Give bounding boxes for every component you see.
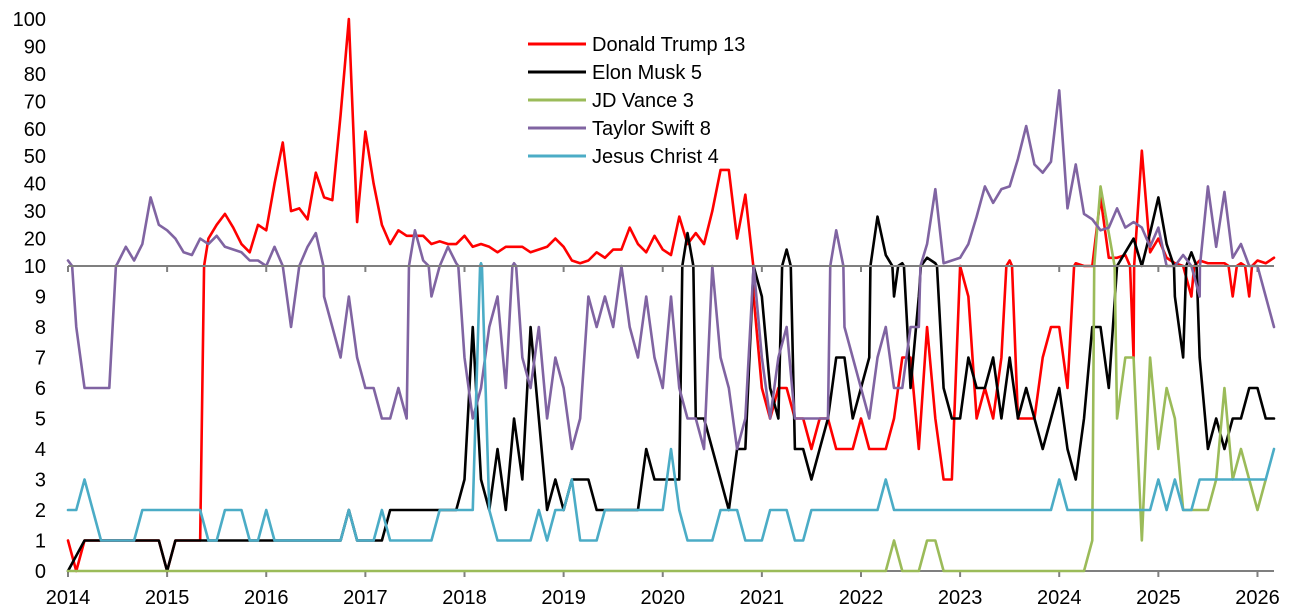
- x-tick-label-2019: 2019: [541, 587, 586, 609]
- y-tick-label-40: 40: [24, 174, 46, 196]
- y-tick-label-8: 8: [35, 317, 46, 339]
- x-tick-label-2017: 2017: [343, 587, 388, 609]
- x-tick-label-2025: 2025: [1136, 587, 1181, 609]
- series-line-lower-jesus-christ-4: [66, 266, 1276, 542]
- x-tick-label-2021: 2021: [740, 587, 785, 609]
- x-tick-label-2024: 2024: [1037, 587, 1082, 609]
- series-line-upper-taylor-swift-8: [66, 89, 1262, 266]
- y-tick-label-80: 80: [24, 64, 46, 86]
- x-axis: 2014 2015 2016 2017 2018 2019 2020 2021 2022 2023…: [46, 266, 1280, 609]
- x-tick-label-2015: 2015: [145, 587, 190, 609]
- x-tick-label-2014: 2014: [46, 587, 91, 609]
- legend-label-taylor-swift-8: Taylor Swift 8: [592, 118, 711, 140]
- y-tick-label-50: 50: [24, 146, 46, 168]
- series-line-upper-donald-trump-13: [202, 17, 1276, 266]
- y-tick-label-5: 5: [35, 409, 46, 431]
- x-tick-label-2016: 2016: [244, 587, 289, 609]
- x-tick-label-2022: 2022: [839, 587, 884, 609]
- x-tick-label-2020: 2020: [640, 587, 685, 609]
- x-tick-label-2026: 2026: [1235, 587, 1280, 609]
- y-tick-label-30: 30: [24, 201, 46, 223]
- legend-label-donald-trump-13: Donald Trump 13: [592, 34, 745, 56]
- lower-panel-series: [66, 266, 1276, 573]
- series-line-lower-taylor-swift-8: [70, 266, 1276, 451]
- y-tick-label-20: 20: [24, 229, 46, 251]
- series-line-lower-jd-vance-3: [66, 266, 1268, 573]
- legend-label-jd-vance-3: JD Vance 3: [592, 90, 694, 112]
- legend-label-jesus-christ-4: Jesus Christ 4: [592, 146, 719, 168]
- y-axis-tick-labels: 0 1 2 3 4 5 6 7 8 9 10 20 30 40 50 60 70 80 90 100: [13, 9, 46, 583]
- upper-panel-series: [66, 17, 1276, 266]
- y-tick-label-2: 2: [35, 500, 46, 522]
- y-tick-label-7: 7: [35, 348, 46, 370]
- x-tick-label-2023: 2023: [938, 587, 983, 609]
- legend: Donald Trump 13 Elon Musk 5 JD Vance 3 Tayl…: [528, 34, 745, 168]
- y-tick-label-60: 60: [24, 119, 46, 141]
- y-tick-label-4: 4: [35, 439, 46, 461]
- y-tick-label-3: 3: [35, 470, 46, 492]
- y-tick-label-6: 6: [35, 378, 46, 400]
- y-tick-label-1: 1: [35, 531, 46, 553]
- x-tick-label-2018: 2018: [442, 587, 487, 609]
- y-tick-label-100: 100: [13, 9, 46, 31]
- series-line-lower-elon-musk-5: [66, 266, 1276, 573]
- y-tick-label-10: 10: [24, 256, 46, 278]
- y-tick-label-70: 70: [24, 91, 46, 113]
- legend-label-elon-musk-5: Elon Musk 5: [592, 62, 702, 84]
- y-tick-label-0: 0: [35, 561, 46, 583]
- series-line-upper-elon-musk-5: [680, 196, 1198, 266]
- y-tick-label-9: 9: [35, 287, 46, 309]
- y-tick-label-90: 90: [24, 36, 46, 58]
- series-line-upper-jd-vance-3: [1092, 185, 1116, 266]
